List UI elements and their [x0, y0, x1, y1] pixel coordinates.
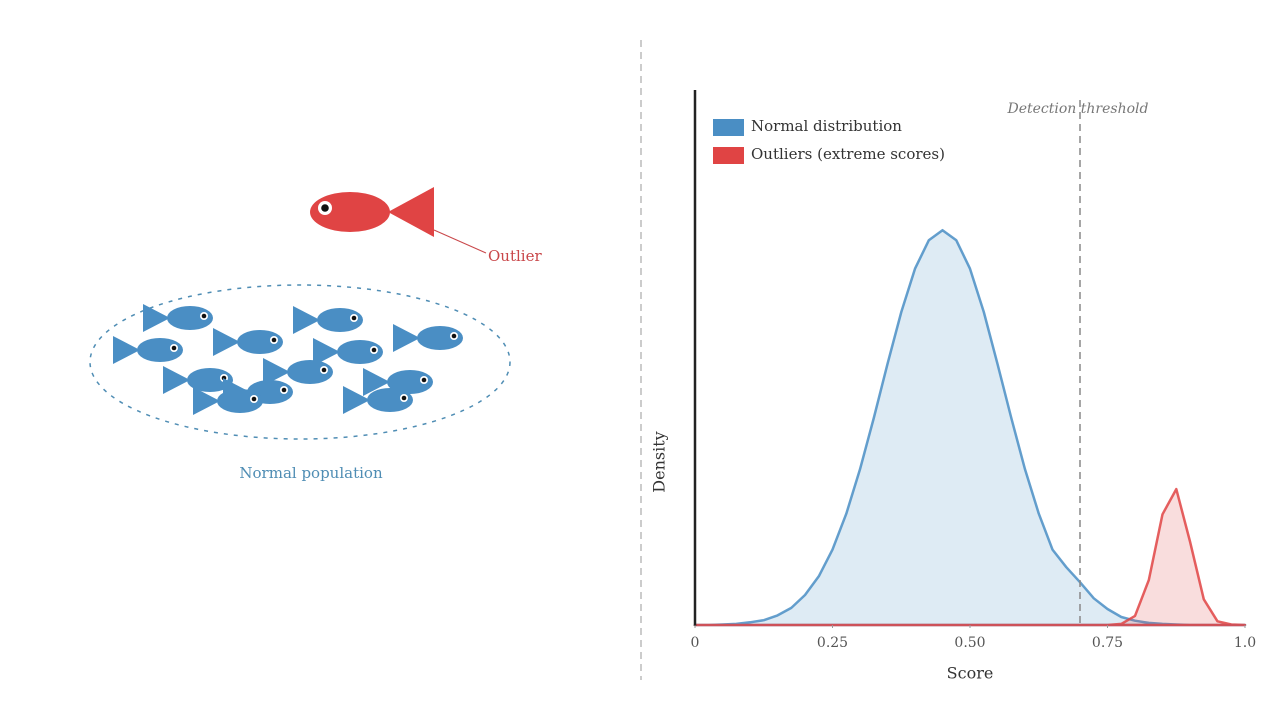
legend-swatch: [713, 147, 744, 164]
population-boundary: [89, 284, 511, 440]
x-tick-label: 0.25: [817, 635, 848, 651]
fish: [313, 338, 383, 366]
fish: [343, 386, 413, 414]
threshold-label: Detection threshold: [1007, 101, 1149, 117]
outlier-label: Outlier: [488, 247, 542, 265]
density-area: [693, 487, 1247, 627]
x-tick-label: 0.50: [954, 635, 985, 651]
x-tick-label: 0: [691, 635, 700, 651]
fish: [393, 324, 463, 352]
x-tick-label: 0.75: [1092, 635, 1123, 651]
x-axis-label: Score: [947, 664, 994, 683]
legend-swatch: [713, 119, 744, 136]
fish: [113, 336, 183, 364]
population-label: Normal population: [239, 464, 383, 482]
y-axis-label: Density: [650, 431, 669, 492]
pointer-line: [433, 229, 487, 254]
fish: [143, 304, 213, 332]
legend-label: Normal distribution: [751, 117, 902, 135]
outlier-fish: [310, 187, 434, 237]
fish: [293, 306, 363, 334]
x-tick-label: 1.0: [1234, 635, 1256, 651]
legend-label: Outliers (extreme scores): [751, 145, 945, 163]
fish: [213, 328, 283, 356]
